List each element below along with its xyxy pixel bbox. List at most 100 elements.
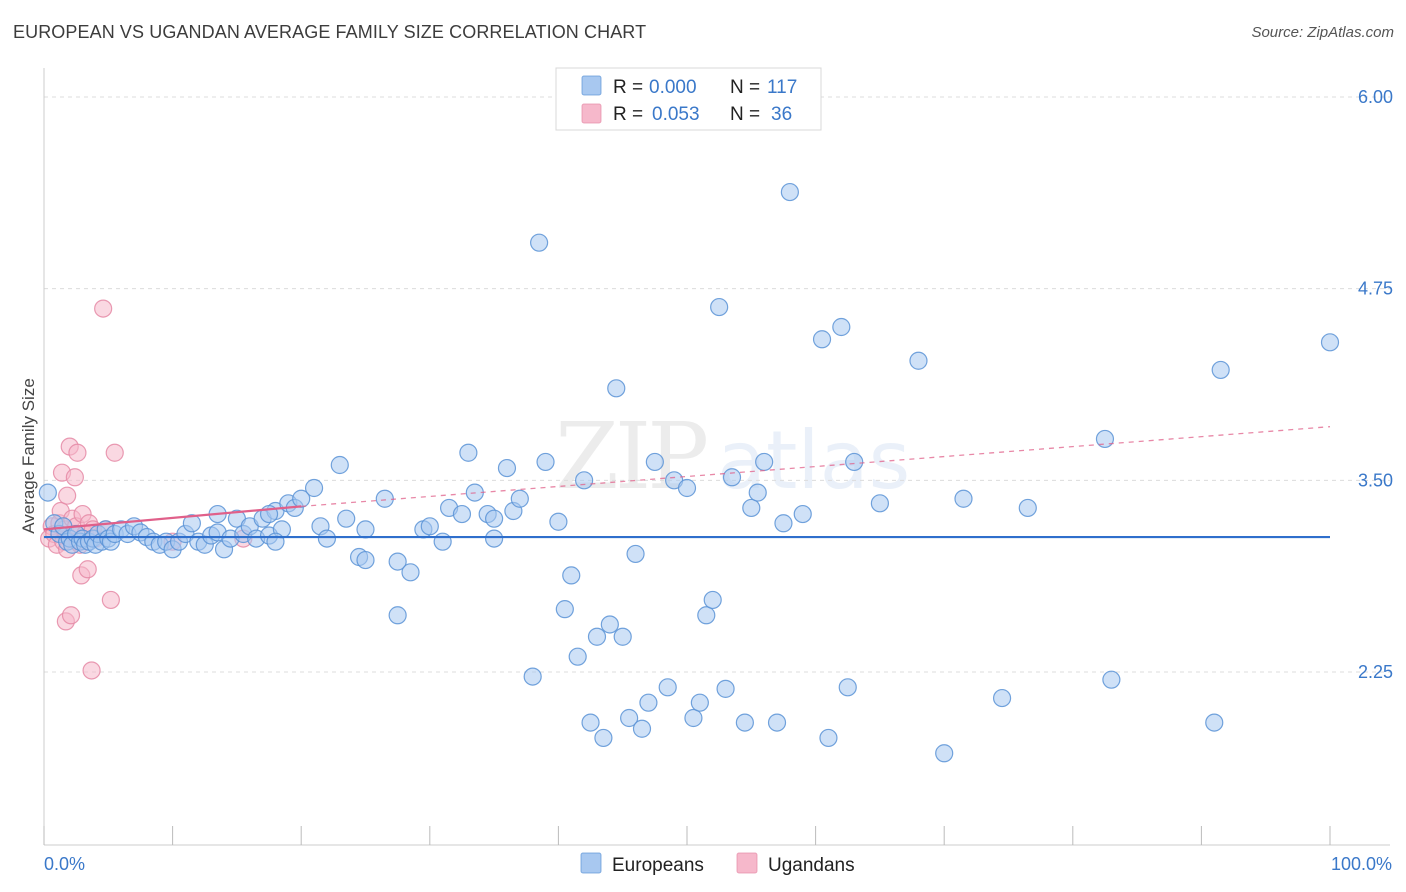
europeans-point (992, 688, 1012, 708)
europeans-point (337, 509, 356, 528)
europeans-point (523, 667, 542, 686)
europeans-point (1320, 333, 1340, 352)
europeans-point (452, 504, 472, 524)
europeans-point (600, 615, 619, 634)
y-tick-label: 6.00 (1358, 87, 1393, 107)
watermark-atlas: atlas (717, 414, 910, 507)
europeans-point (613, 627, 632, 646)
ugandans-point (58, 486, 77, 505)
ugandans-point (61, 606, 81, 625)
legend-r-value-europeans: 0.000 (649, 77, 697, 98)
legend-n-value-ugandans: 36 (771, 104, 792, 125)
series-legend-label-ugandans: Ugandans (768, 855, 855, 876)
europeans-point (401, 563, 420, 582)
series-legend-swatch-europeans (580, 852, 602, 874)
ugandans-point (101, 590, 120, 610)
ugandans-points (40, 299, 253, 680)
europeans-point (356, 550, 375, 570)
series-legend: Europeans Ugandans (580, 852, 855, 876)
x-ticks (43, 826, 1331, 845)
europeans-point (536, 452, 555, 472)
europeans-point (530, 233, 549, 252)
europeans-point (304, 478, 324, 498)
europeans-point (375, 489, 394, 508)
europeans-point (684, 708, 703, 728)
europeans-point (555, 600, 574, 619)
legend-swatch-europeans (581, 75, 602, 96)
europeans-point (485, 529, 504, 548)
europeans-point (38, 483, 57, 502)
europeans-point (497, 458, 517, 478)
europeans-point (677, 478, 697, 498)
y-tick-label: 2.25 (1358, 662, 1393, 682)
europeans-point (793, 504, 812, 524)
chart-source: Source: ZipAtlas.com (1251, 24, 1394, 41)
y-tick-label: 4.75 (1358, 279, 1393, 299)
trend-lines (43, 426, 1331, 539)
series-legend-label-europeans: Europeans (612, 855, 704, 876)
europeans-point (562, 566, 581, 585)
europeans-point (710, 297, 729, 317)
axes (43, 68, 1390, 846)
europeans-point (420, 517, 439, 536)
legend-swatch-ugandans (581, 103, 602, 124)
y-tick-labels: 2.25 3.50 4.75 6.00 (1358, 87, 1393, 682)
series-legend-swatch-ugandans (736, 852, 758, 874)
europeans-point (845, 452, 864, 472)
legend-n-value-europeans: 117 (767, 77, 797, 98)
europeans-point (832, 317, 851, 337)
europeans-point (748, 483, 767, 502)
europeans-point (767, 713, 787, 732)
europeans-point (812, 330, 832, 349)
europeans-point (330, 455, 349, 475)
europeans-point (838, 678, 857, 697)
legend-n-label-europeans: N = (730, 77, 760, 98)
europeans-point (632, 719, 652, 738)
europeans-point (388, 606, 407, 625)
europeans-point (639, 693, 658, 712)
europeans-point (581, 713, 600, 732)
europeans-point (645, 452, 664, 472)
europeans-point (780, 182, 799, 202)
europeans-point (1211, 360, 1230, 380)
legend-r-value-ugandans: 0.053 (652, 104, 700, 125)
europeans-point (568, 647, 587, 666)
europeans-point (620, 708, 639, 728)
europeans-point (594, 728, 613, 748)
europeans-point (870, 494, 890, 513)
ugandans-point (78, 560, 97, 579)
europeans-point (1018, 498, 1037, 518)
europeans-point (182, 514, 201, 533)
europeans-point (607, 379, 626, 398)
ugandans-point (65, 468, 84, 487)
europeans-point (356, 520, 375, 539)
europeans-point (485, 509, 504, 528)
europeans-point (575, 471, 594, 490)
europeans-point (819, 728, 838, 748)
europeans-point (626, 544, 645, 564)
ugandans-trend-line (43, 505, 302, 531)
europeans-point (587, 627, 607, 646)
europeans-point (722, 468, 742, 487)
europeans-point (697, 606, 716, 625)
legend-r-label-europeans: R = (613, 77, 643, 98)
europeans-point (459, 443, 478, 462)
europeans-point (935, 744, 954, 763)
europeans-point (735, 713, 754, 732)
europeans-point (549, 512, 568, 531)
legend-n-label-ugandans: N = (730, 104, 760, 125)
europeans-point (716, 679, 735, 698)
europeans-point (954, 489, 973, 508)
ugandans-trend-extension (301, 426, 1331, 508)
stats-legend: R = 0.000 N = 117 R = 0.053 N = 36 (555, 67, 822, 131)
europeans-point (909, 351, 928, 370)
y-tick-label: 3.50 (1358, 470, 1393, 490)
europeans-point (510, 489, 529, 508)
europeans-point (266, 532, 285, 551)
europeans-point (690, 693, 709, 712)
europeans-point (388, 552, 407, 571)
y-axis-label: Average Family Size (19, 378, 38, 534)
europeans-point (433, 532, 452, 551)
europeans-point (317, 529, 337, 548)
